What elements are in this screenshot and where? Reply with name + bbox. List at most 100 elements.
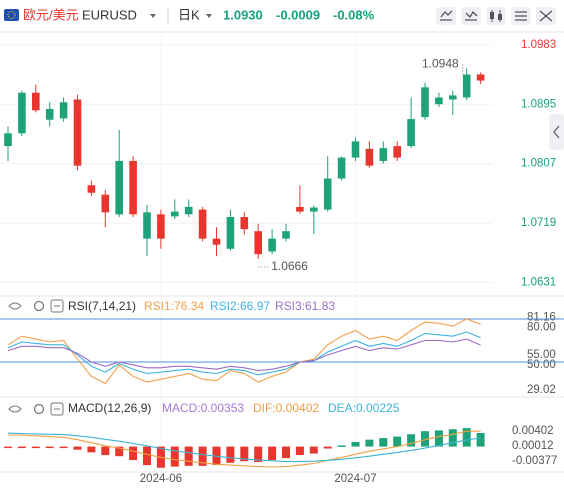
- macd-bar: [476, 432, 485, 447]
- candle-style-button[interactable]: [486, 7, 506, 25]
- side-tab-bg[interactable]: [549, 114, 564, 150]
- legend-entry: DEA:0.00225: [328, 401, 400, 415]
- y-tick-label: 50.00: [527, 359, 556, 371]
- macd-bar: [434, 430, 443, 447]
- candle-body: [282, 231, 290, 239]
- candle-body: [143, 212, 151, 239]
- candle-body: [476, 74, 485, 81]
- candle-body: [198, 209, 207, 239]
- toolbar: [436, 7, 556, 25]
- plot-layer: 1.0983 1.0895 1.0807 1.0719 1.0631 2024-06 202…: [0, 36, 564, 485]
- side-tab-arrow: [553, 125, 560, 139]
- gear-icon[interactable]: [33, 403, 45, 415]
- macd-line: [7, 432, 481, 463]
- macd-bar: [407, 434, 416, 447]
- macd-bar: [101, 446, 110, 456]
- macd-bar: [462, 428, 471, 447]
- candle-body: [129, 160, 137, 215]
- candle-body: [351, 141, 360, 158]
- legend-entry: RSI2:66.97: [210, 299, 270, 313]
- macd-bar: [59, 446, 68, 449]
- draw-tool-button[interactable]: [436, 7, 456, 25]
- y-tick-label: 0.00012: [512, 440, 554, 452]
- macd-bar: [87, 446, 96, 453]
- price-change: -0.0009: [276, 7, 320, 22]
- y-tick-label: 0.00402: [512, 425, 554, 437]
- legend-entry: MACD:0.00353: [162, 401, 244, 415]
- pair-name[interactable]: 欧元/美元: [23, 7, 79, 22]
- dropdown-arrow[interactable]: [150, 14, 156, 18]
- candle-body: [435, 97, 443, 105]
- candle-body: [462, 74, 471, 98]
- candle-body: [268, 238, 276, 252]
- gear-icon[interactable]: [33, 300, 45, 312]
- candle-body: [240, 217, 249, 230]
- macd-bar: [421, 431, 429, 447]
- macd-bar: [379, 438, 388, 447]
- candle-body: [421, 87, 429, 118]
- x-tick-label: 2024-07: [334, 473, 376, 485]
- y-tick-label: -0.00377: [512, 455, 557, 467]
- y-tick-label: 80.00: [527, 321, 556, 333]
- candle-body: [323, 178, 332, 210]
- fullscreen-icon: [539, 10, 553, 22]
- eye-icon[interactable]: [8, 302, 22, 310]
- candle-body: [254, 231, 262, 255]
- macd-bar: [393, 436, 402, 447]
- side-tab[interactable]: [549, 114, 564, 150]
- y-tick-label: 29.02: [527, 384, 556, 396]
- macd-bar: [351, 441, 360, 447]
- macd-bar: [323, 446, 332, 449]
- price-change-pct: -0.08%: [333, 7, 375, 22]
- candle-body: [87, 185, 96, 193]
- macd-bar: [309, 446, 318, 454]
- macd-bar: [184, 446, 193, 466]
- candle-body: [296, 206, 304, 212]
- indicator-title: MACD(12,26,9): [68, 401, 151, 415]
- collapse-icon[interactable]: [50, 402, 64, 416]
- macd-bar: [365, 439, 374, 447]
- candle-body: [32, 92, 40, 111]
- min-annotation: 1.0666: [271, 259, 308, 273]
- candle-body: [449, 95, 457, 100]
- candle-body: [4, 133, 12, 147]
- indicator-title: RSI(7,14,21): [68, 299, 136, 313]
- rsi-line: [7, 338, 481, 372]
- macd-bar: [4, 446, 12, 449]
- macd-bar: [198, 446, 207, 466]
- candle-body: [101, 194, 110, 213]
- macd-bar: [143, 446, 151, 466]
- macd-bar: [115, 446, 124, 457]
- candle-body: [184, 206, 193, 215]
- y-tick-label: 81.16: [527, 311, 556, 323]
- y-tick-label: 55.00: [527, 349, 556, 361]
- macd-line: [8, 430, 481, 468]
- macd-header-icons: [8, 402, 64, 416]
- candle-body: [171, 211, 179, 217]
- macd-bar: [295, 446, 304, 456]
- macd-bar: [73, 446, 82, 450]
- flag-stars: [7, 11, 16, 19]
- macd-bar: [226, 446, 235, 463]
- symbol[interactable]: EURUSD: [82, 7, 137, 22]
- macd-bar: [31, 446, 40, 449]
- rsi-line: [7, 318, 481, 385]
- candle-body: [310, 207, 318, 212]
- macd-bar: [268, 446, 277, 461]
- macd-bar: [17, 446, 26, 449]
- rsi-line: [7, 331, 481, 376]
- draw-tool-icon: [440, 10, 453, 21]
- candle-body: [337, 157, 346, 179]
- candle-body: [157, 214, 165, 239]
- indicator-icon: [465, 10, 478, 21]
- candle-body: [226, 217, 235, 249]
- macd-bar: [337, 445, 346, 447]
- dropdown-arrow[interactable]: [206, 14, 212, 18]
- collapse-icon[interactable]: [50, 299, 64, 313]
- period[interactable]: 日K: [178, 7, 200, 22]
- legend-entry: RSI1:76.34: [144, 299, 204, 313]
- macd-bar: [45, 446, 54, 449]
- eye-icon[interactable]: [8, 405, 22, 413]
